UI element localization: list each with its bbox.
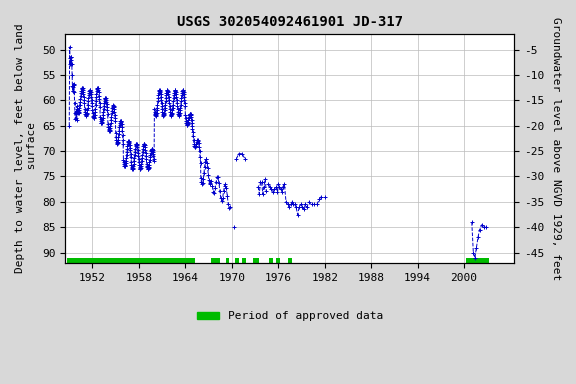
Title: USGS 302054092461901 JD-317: USGS 302054092461901 JD-317	[177, 15, 403, 29]
Bar	[467, 258, 489, 263]
Y-axis label: Groundwater level above NGVD 1929, feet: Groundwater level above NGVD 1929, feet	[551, 17, 561, 280]
Y-axis label: Depth to water level, feet below land
 surface: Depth to water level, feet below land su…	[15, 24, 37, 273]
Legend: Period of approved data: Period of approved data	[192, 307, 388, 326]
Bar	[253, 258, 259, 263]
Bar	[289, 258, 292, 263]
Bar	[242, 258, 246, 263]
Bar	[235, 258, 239, 263]
Bar	[226, 258, 229, 263]
Bar	[269, 258, 273, 263]
Bar	[276, 258, 280, 263]
Bar	[67, 258, 195, 263]
Bar	[211, 258, 220, 263]
